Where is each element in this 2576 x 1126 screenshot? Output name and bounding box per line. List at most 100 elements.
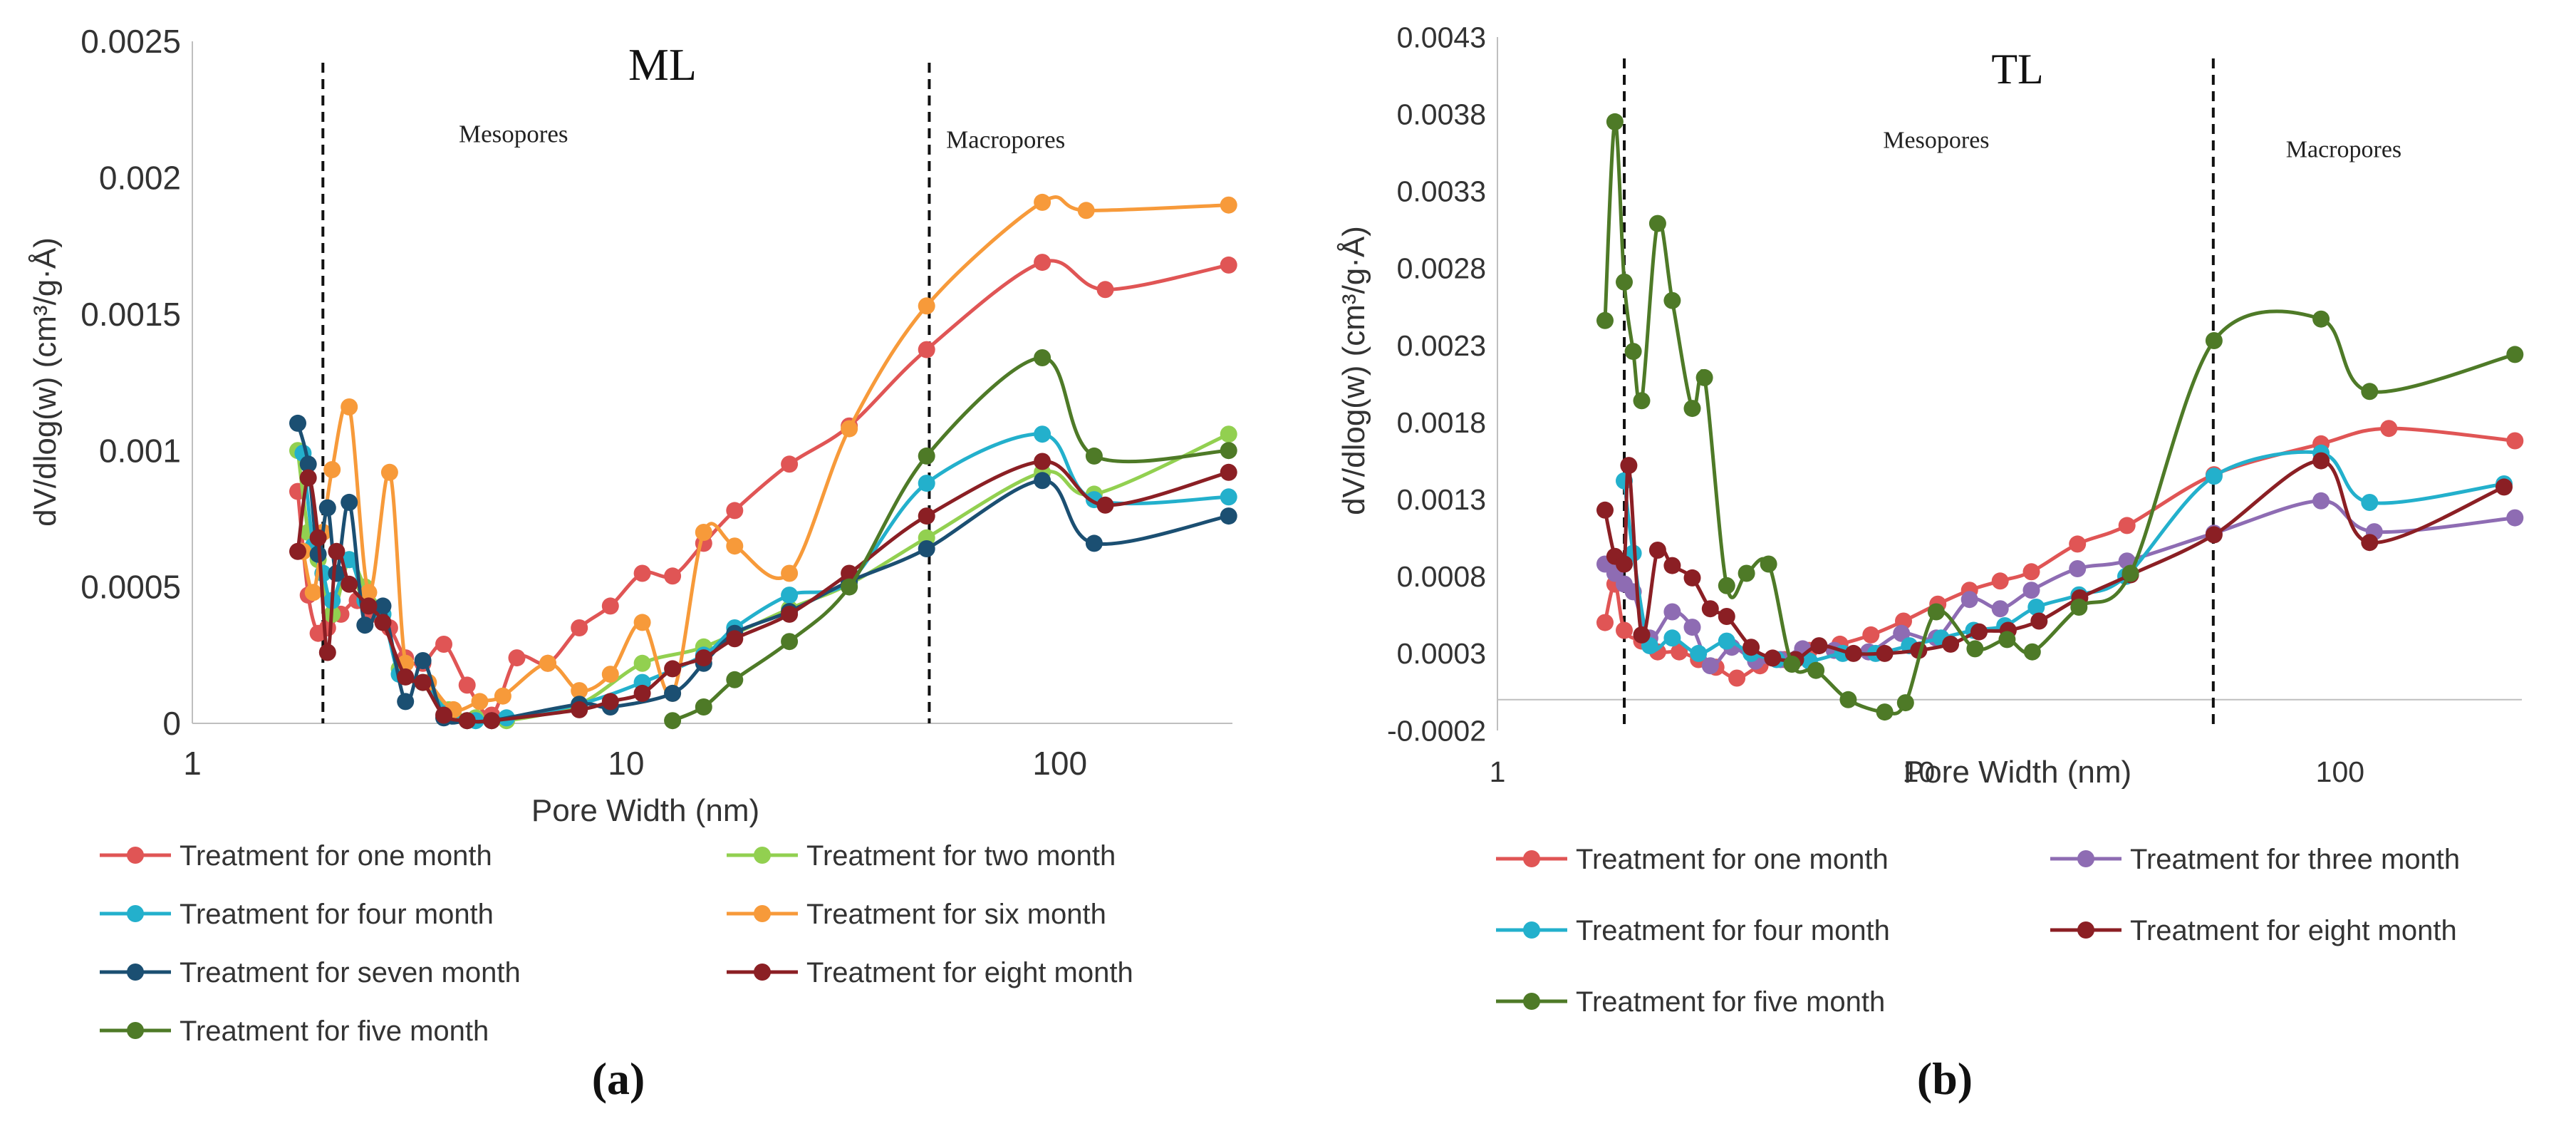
legend-entry-tl-1: Treatment for three month — [2050, 844, 2460, 875]
data-point-ml-1 — [633, 654, 651, 672]
data-point-tl-4 — [1927, 603, 1945, 621]
data-point-tl-4 — [1648, 215, 1666, 232]
data-point-tl-0 — [2022, 563, 2040, 581]
series-line-tl-0 — [1603, 426, 2515, 680]
data-point-ml-4 — [1085, 534, 1103, 552]
y-tick-label-tl: 0.0008 — [1397, 560, 1486, 593]
y-tick-label-tl: 0.0003 — [1397, 637, 1486, 670]
data-point-tl-3 — [1970, 623, 1988, 641]
data-point-ml-3 — [380, 463, 398, 481]
data-point-ml-4 — [1220, 507, 1237, 525]
data-point-tl-4 — [1695, 368, 1713, 386]
data-point-tl-4 — [1663, 291, 1681, 309]
y-tick-label-tl: -0.0002 — [1387, 714, 1486, 747]
legend-label-tl-1: Treatment for three month — [2130, 844, 2460, 875]
data-point-tl-0 — [1671, 643, 1688, 661]
data-point-tl-4 — [1807, 661, 1825, 679]
data-point-tl-4 — [2312, 310, 2330, 328]
data-point-tl-4 — [1596, 311, 1614, 329]
data-point-tl-0 — [2380, 420, 2398, 438]
data-point-tl-4 — [1876, 703, 1894, 721]
legend-label-ml-6: Treatment for five month — [180, 1016, 489, 1047]
series-tl-1 — [1596, 492, 2524, 675]
series-line-tl-4 — [1603, 120, 2515, 716]
legend-marker-tl-0 — [1523, 850, 1540, 867]
data-point-tl-4 — [1783, 656, 1801, 673]
data-point-tl-4 — [1738, 564, 1755, 582]
data-point-tl-4 — [1998, 631, 2016, 649]
legend-marker-ml-0 — [127, 847, 144, 864]
data-point-tl-3 — [1810, 637, 1828, 655]
data-point-ml-5 — [328, 542, 346, 560]
y-tick-label-tl: 0.0043 — [1397, 21, 1486, 53]
data-point-tl-4 — [1633, 392, 1651, 410]
data-point-ml-5 — [299, 469, 317, 487]
data-point-tl-3 — [1701, 600, 1719, 618]
series-line-ml-3 — [301, 195, 1229, 713]
data-point-tl-4 — [1966, 640, 1984, 658]
legend-entry-tl-3: Treatment for eight month — [2050, 915, 2457, 946]
y-axis-label-ml: dV/dlog(w) (cm³/g·Å) — [28, 237, 63, 527]
data-point-tl-0 — [2069, 535, 2087, 553]
data-point-ml-0 — [781, 455, 799, 473]
legend-marker-ml-3 — [754, 905, 771, 922]
data-point-ml-3 — [633, 614, 651, 631]
legend-marker-ml-6 — [127, 1022, 144, 1039]
data-point-ml-5 — [1096, 496, 1114, 514]
x-tick-label-tl: 100 — [2316, 755, 2364, 788]
legend-marker-ml-1 — [754, 847, 771, 864]
legend-entry-ml-1: Treatment for two month — [727, 840, 1116, 872]
data-point-ml-3 — [841, 420, 858, 438]
data-point-ml-3 — [695, 524, 712, 541]
data-point-ml-2 — [1220, 488, 1237, 506]
legend-label-ml-4: Treatment for seven month — [180, 957, 521, 988]
data-point-ml-5 — [341, 575, 358, 593]
data-point-ml-5 — [633, 684, 651, 702]
data-point-ml-4 — [664, 684, 682, 702]
legend-entry-ml-4: Treatment for seven month — [100, 957, 521, 988]
y-tick-label-tl: 0.0023 — [1397, 329, 1486, 362]
series-tl-3 — [1596, 452, 2513, 668]
data-point-tl-2 — [1690, 644, 1708, 662]
data-point-ml-1 — [1220, 425, 1237, 443]
data-point-tl-3 — [1942, 635, 1960, 653]
legend-entry-ml-5: Treatment for eight month — [727, 957, 1133, 988]
legend-label-ml-1: Treatment for two month — [806, 840, 1116, 872]
data-point-ml-5 — [695, 649, 712, 667]
data-point-tl-3 — [1844, 644, 1862, 662]
legend-marker-tl-1 — [2077, 850, 2094, 867]
series-tl-4 — [1596, 113, 2524, 721]
y-axis-label-tl: dV/dlog(w) (cm³/g·Å) — [1336, 226, 1371, 515]
legend-marker-ml-2 — [127, 905, 144, 922]
y-tick-label-ml: 0.0005 — [80, 569, 181, 606]
data-point-ml-3 — [1034, 193, 1051, 211]
legend-entry-tl-0: Treatment for one month — [1496, 844, 1889, 875]
data-point-ml-2 — [781, 587, 799, 604]
data-point-tl-3 — [1620, 457, 1638, 475]
mesopores-annotation-tl: Mesopores — [1883, 128, 1989, 154]
data-point-tl-3 — [1743, 639, 1760, 656]
series-line-ml-1 — [296, 432, 1230, 723]
series-line-tl-2 — [1622, 450, 2505, 663]
data-point-ml-2 — [918, 475, 935, 492]
data-point-ml-6 — [1220, 442, 1237, 460]
y-tick-label-tl: 0.0028 — [1397, 252, 1486, 285]
data-point-tl-4 — [1896, 694, 1914, 712]
chart-panel-ml: 0 0.0005 0.001 0.0015 0.002 0.0025 1 10 100 Mesop… — [28, 23, 1237, 1104]
data-point-tl-4 — [1839, 691, 1857, 708]
chart-title-tl: TL — [1991, 46, 2043, 93]
data-point-ml-3 — [571, 682, 588, 700]
data-point-tl-4 — [2506, 346, 2524, 363]
data-point-ml-5 — [360, 597, 378, 615]
data-point-tl-4 — [2205, 332, 2223, 349]
data-point-ml-5 — [309, 529, 327, 547]
data-point-ml-3 — [601, 666, 619, 683]
data-point-ml-5 — [664, 660, 682, 678]
data-point-ml-6 — [918, 447, 935, 465]
y-tick-label-tl: 0.0018 — [1397, 406, 1486, 439]
data-point-ml-5 — [289, 542, 306, 560]
data-point-ml-6 — [1085, 447, 1103, 465]
data-point-ml-3 — [539, 654, 556, 672]
legend-label-ml-5: Treatment for eight month — [806, 957, 1133, 988]
data-point-ml-5 — [397, 668, 415, 686]
